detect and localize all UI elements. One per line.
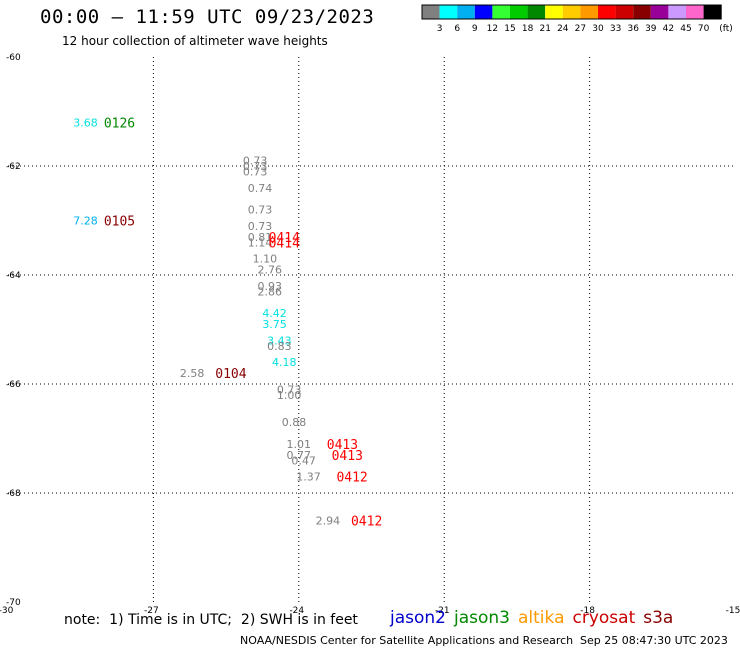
swh-value-label: 3.75 (262, 318, 287, 331)
pass-time-label: 0413 (332, 449, 363, 464)
swh-value-label: 0.73 (243, 155, 268, 168)
y-tick-label: -60 (6, 53, 21, 63)
swh-value-label: 2.94 (316, 514, 341, 527)
satellite-legend-item: jason2 (390, 608, 446, 628)
scale-label: 15 (504, 24, 515, 34)
scale-swatch (633, 5, 651, 19)
swh-value-label: 0.47 (291, 454, 316, 467)
pass-time-label: 0412 (351, 514, 382, 529)
swh-value-label: 0.73 (248, 204, 273, 217)
scale-label: 42 (663, 24, 674, 34)
scale-swatch (510, 5, 528, 19)
scale-label: 18 (522, 24, 534, 34)
footer-timestamp: Sep 25 08:47:30 UTC 2023 (580, 634, 728, 647)
swh-value-label: 0.83 (267, 340, 292, 353)
swh-value-label: 3.43 (267, 334, 292, 347)
scale-swatch (457, 5, 475, 19)
scale-label: 9 (472, 24, 478, 34)
swh-value-label: 1.01 (287, 438, 312, 451)
swh-value-label: 1.14 (248, 236, 273, 249)
swh-value-label: 4.18 (272, 356, 297, 369)
y-tick-label: -66 (6, 380, 21, 390)
swh-value-label: 1.00 (277, 389, 302, 402)
scale-label: 39 (645, 24, 657, 34)
satellite-legend-item: s3a (643, 608, 674, 628)
swh-value-label: 4.42 (262, 307, 287, 320)
y-tick-label: -68 (6, 489, 21, 499)
scale-swatch (562, 5, 581, 19)
swh-value-label: 0.81 (248, 231, 273, 244)
swh-value-label: 2.76 (257, 264, 282, 277)
color-scale-legend: 3 6 9 12 15 18 21 24 27 30 33 36 39 42 45 70 (ft) (421, 4, 733, 34)
scale-label: 27 (575, 24, 586, 34)
satellite-legend-item: jason3 (454, 608, 510, 628)
scale-swatch (598, 5, 616, 19)
swh-value-label: 0.93 (257, 280, 282, 293)
pass-time-label: 0104 (215, 367, 246, 382)
swh-value-label: 0.73 (243, 160, 268, 173)
scale-label: 24 (557, 24, 569, 34)
x-tick-label: -18 (580, 606, 595, 616)
scale-swatch (492, 5, 510, 19)
y-tick-label: -62 (6, 162, 21, 172)
scale-label: 21 (539, 24, 550, 34)
footer-credit: NOAA/NESDIS Center for Satellite Applica… (240, 634, 574, 647)
scale-label: 12 (487, 24, 498, 34)
pass-time-label: 0414 (269, 236, 300, 251)
scale-label: 6 (454, 24, 460, 34)
swh-value-label: 0.73 (248, 220, 273, 233)
swh-value-label: 7.28 (73, 215, 98, 228)
x-tick-label: -15 (726, 606, 740, 616)
scale-swatch (650, 5, 669, 19)
scale-label: 33 (610, 24, 621, 34)
pass-time-label: 0414 (269, 231, 300, 246)
chart-title: 00:00 – 11:59 UTC 09/23/2023 (40, 6, 375, 28)
scale-label: 3 (437, 24, 443, 34)
scale-swatch (422, 5, 440, 19)
swh-value-label: 1.37 (296, 471, 321, 484)
scale-label: 70 (698, 24, 710, 34)
x-tick-label: -24 (289, 606, 304, 616)
y-tick-label: -70 (6, 598, 21, 608)
scale-swatch (527, 5, 546, 19)
y-tick-label: -64 (6, 271, 21, 281)
footer-note: note: 1) Time is in UTC; 2) SWH is in fe… (64, 612, 358, 628)
scale-label: (ft) (719, 24, 733, 34)
x-tick-label: -30 (0, 606, 14, 616)
satellite-legend: jason2 jason3 altika cryosat s3a (390, 608, 681, 628)
x-tick-label: -27 (144, 606, 159, 616)
scale-label: 45 (680, 24, 691, 34)
scale-swatch (439, 5, 458, 19)
pass-time-label: 0105 (104, 215, 135, 230)
swh-value-label: 2.86 (257, 285, 282, 298)
pass-time-label: 0412 (336, 471, 367, 486)
scale-swatch (703, 5, 722, 19)
swh-value-label: 0.77 (287, 449, 312, 462)
scale-label: 36 (627, 24, 639, 34)
scale-swatch (474, 5, 493, 19)
scale-swatch (580, 5, 598, 19)
satellite-legend-item: cryosat (572, 608, 636, 628)
pass-time-label: 0126 (104, 116, 135, 131)
swh-value-label: 0.73 (277, 383, 302, 396)
swh-value-label: 3.68 (73, 116, 98, 129)
swh-value-label: 2.58 (180, 367, 205, 380)
x-tick-label: -21 (435, 606, 450, 616)
scale-swatch (545, 5, 563, 19)
swh-value-label: 0.88 (282, 416, 307, 429)
satellite-legend-item: altika (518, 608, 565, 628)
scale-swatch (686, 5, 704, 19)
scale-swatch (668, 5, 686, 19)
swh-value-label: 1.10 (253, 253, 278, 266)
scale-label: 30 (592, 24, 604, 34)
chart-subtitle: 12 hour collection of altimeter wave hei… (62, 34, 328, 48)
swh-value-label: 0.73 (243, 165, 268, 178)
pass-time-label: 0413 (327, 438, 358, 453)
scale-swatch (615, 5, 634, 19)
swh-value-label: 0.74 (248, 182, 273, 195)
